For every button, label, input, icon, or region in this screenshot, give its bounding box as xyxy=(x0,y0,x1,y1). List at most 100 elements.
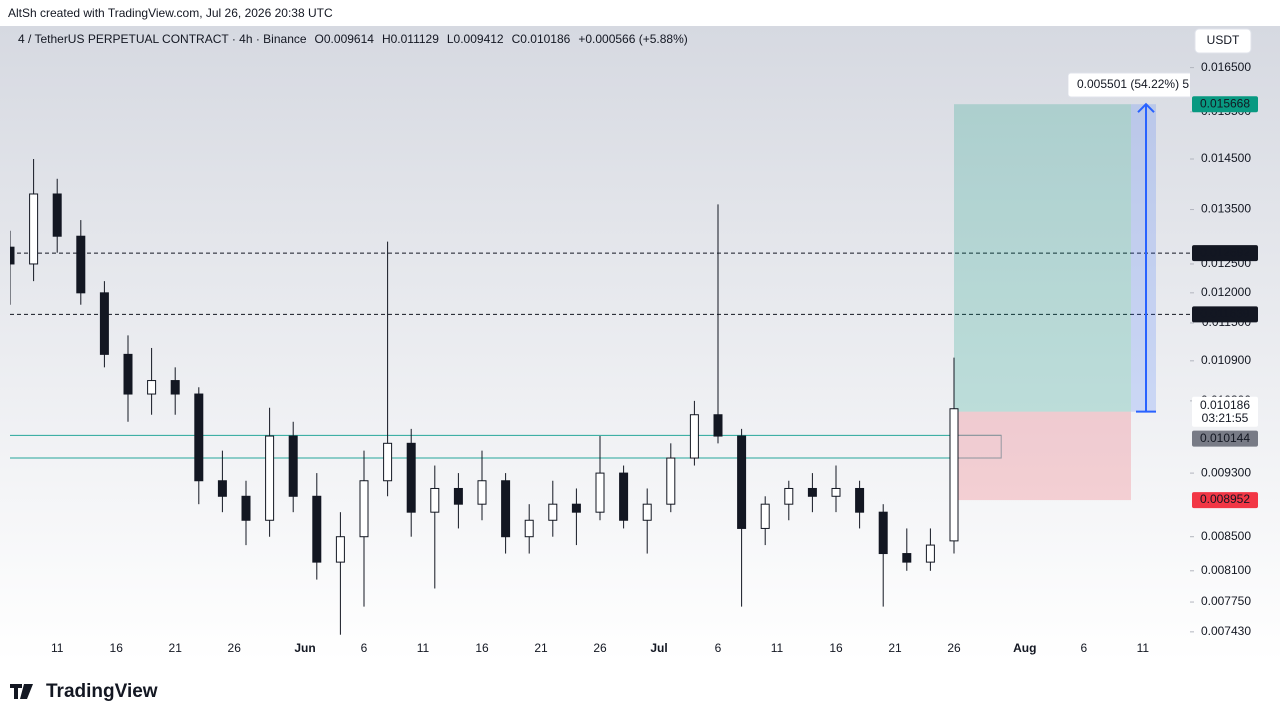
symbol-legend: 4 / TetherUS PERPETUAL CONTRACT · 4h · B… xyxy=(18,32,688,46)
chart-background xyxy=(0,26,1280,662)
entry-label: 0.010144 xyxy=(1200,431,1250,445)
y-tick-label: 0.014500 xyxy=(1201,151,1251,165)
brand: TradingView xyxy=(46,681,158,702)
y-tick-label: 0.013500 xyxy=(1201,202,1251,216)
legend-item: 4 / TetherUS PERPETUAL CONTRACT · 4h · B… xyxy=(18,32,307,46)
legend-item: C0.010186 xyxy=(512,32,571,46)
x-tick-label: Jun xyxy=(294,641,315,655)
candle-body xyxy=(359,480,369,538)
candle-body xyxy=(217,480,227,497)
candle-body xyxy=(453,487,463,505)
candle-body xyxy=(925,544,935,563)
y-tick-label: 0.008500 xyxy=(1201,529,1251,543)
level-label: 0.011639 xyxy=(1200,307,1249,321)
currency-label[interactable]: USDT xyxy=(1207,33,1240,47)
x-tick-label: 26 xyxy=(593,641,607,655)
candle-body xyxy=(902,553,912,563)
candle-body xyxy=(689,414,699,459)
profit-zone xyxy=(954,104,1131,412)
candle-body xyxy=(288,435,298,497)
candle-body xyxy=(737,435,747,529)
y-tick-label: 0.010900 xyxy=(1201,353,1251,367)
candle-body xyxy=(619,472,629,521)
x-tick-label: 16 xyxy=(829,641,843,655)
legend-item: H0.011129 xyxy=(382,32,439,46)
candle-body xyxy=(430,487,440,513)
x-tick-label: 6 xyxy=(1080,641,1087,655)
currency-button[interactable] xyxy=(1194,28,1252,54)
x-tick-label: 21 xyxy=(534,641,548,655)
legend-item: O0.009614 xyxy=(315,32,375,46)
header: AltSh created with TradingView.com, Jul … xyxy=(8,6,333,20)
level-label: 0.012692 xyxy=(1200,245,1250,259)
logo-icon xyxy=(10,684,33,699)
x-tick-label: 16 xyxy=(110,641,124,655)
x-tick-label: 11 xyxy=(417,641,430,655)
candle-body xyxy=(855,487,865,513)
measure-label: 0.005501 (54.22%) 5 xyxy=(1068,72,1190,98)
candle-body xyxy=(99,292,109,355)
candle-body xyxy=(760,503,770,529)
x-tick-label: Aug xyxy=(1013,641,1036,655)
x-tick-label: 11 xyxy=(771,641,784,655)
y-tick-label: 0.008100 xyxy=(1201,563,1251,577)
candle-body xyxy=(10,246,15,265)
x-tick-label: 21 xyxy=(888,641,902,655)
candle-body xyxy=(241,495,251,521)
candle-body xyxy=(548,503,558,521)
x-tick-label: 26 xyxy=(947,641,961,655)
candle-body xyxy=(642,503,652,521)
plot: 11 16 21 26 Jun 6 11 16 21 26 Jul 6 11 16 21 26 Aug 6 11 xyxy=(10,102,1190,655)
x-tick-label: 6 xyxy=(715,641,722,655)
candle-body xyxy=(383,442,393,482)
measure-box xyxy=(1068,72,1190,98)
measure-text: 0.005501 (54.22%) 5 xyxy=(1077,77,1189,91)
y-tick-label: 0.012000 xyxy=(1201,285,1251,299)
price-label: 0.010186 xyxy=(1200,398,1250,412)
x-tick-label: Jul xyxy=(650,641,667,655)
x-tick-label: 26 xyxy=(228,641,242,655)
candle-body xyxy=(666,457,676,505)
candle-body xyxy=(878,511,888,555)
logo: TradingView xyxy=(10,681,158,702)
x-tick-label: 6 xyxy=(361,641,368,655)
price-label-box xyxy=(1192,396,1258,427)
x-tick-label: 11 xyxy=(1137,641,1150,655)
candle-body xyxy=(76,235,86,294)
candle-body xyxy=(595,472,605,513)
level-label-box xyxy=(1192,306,1258,323)
candle-body xyxy=(949,408,959,542)
candle-body xyxy=(29,193,39,265)
x-tick-label: 21 xyxy=(169,641,183,655)
candle-body xyxy=(524,519,534,538)
arrow-head xyxy=(1137,102,1155,113)
candle-body xyxy=(52,193,62,237)
candle-body xyxy=(831,487,841,497)
target-label: 0.015668 xyxy=(1200,96,1250,110)
y-tick-label: 0.007750 xyxy=(1201,594,1251,608)
candle-body xyxy=(784,487,794,505)
measure-band xyxy=(1131,104,1156,412)
target-label-box xyxy=(1192,96,1258,113)
countdown: 03:21:55 xyxy=(1202,411,1249,425)
candle-body xyxy=(501,480,511,538)
entry-label-box xyxy=(1192,430,1258,447)
loss-zone xyxy=(954,411,1131,501)
candle-body xyxy=(123,353,133,395)
candle-body xyxy=(265,435,275,521)
y-tick-label: 0.007430 xyxy=(1201,624,1251,638)
candle-body xyxy=(335,536,345,563)
candle-body xyxy=(312,495,322,563)
candle-body xyxy=(571,503,581,513)
x-tick-label: 16 xyxy=(475,641,489,655)
candle-body xyxy=(477,480,487,505)
legend-item: L0.009412 xyxy=(447,32,504,46)
candle-body xyxy=(713,414,723,437)
candle-body xyxy=(406,442,416,513)
stop-label: 0.008952 xyxy=(1200,492,1250,506)
candle-body xyxy=(194,393,204,482)
x-tick-label: 11 xyxy=(51,641,64,655)
overlay: 0.005501 (54.22%) 5 0.012692 0.011639 0.015… xyxy=(1068,72,1258,509)
